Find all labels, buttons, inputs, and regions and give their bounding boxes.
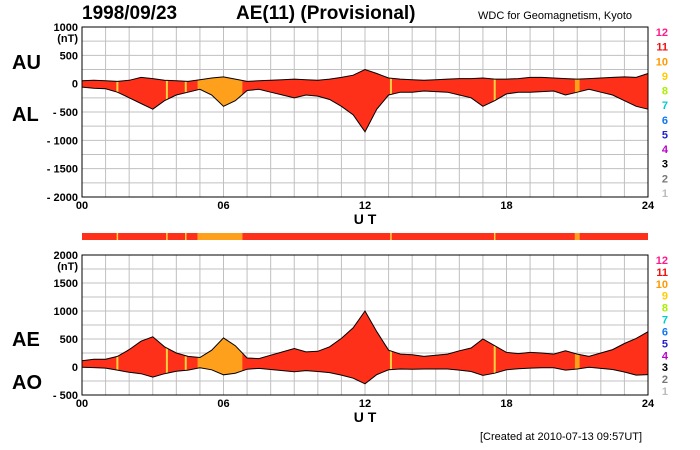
panel1-series-au-line bbox=[81, 68, 649, 82]
panel2-frame bbox=[81, 254, 649, 396]
panel1-unit-label: (nT) bbox=[57, 33, 78, 45]
panel1-y-tick-label: - 1000 bbox=[47, 135, 78, 147]
panel2-y-tick-label: 2000 bbox=[54, 250, 78, 262]
panel1-y-tick-label: - 2000 bbox=[47, 192, 78, 204]
panel2-y-tick-label: - 500 bbox=[53, 390, 78, 402]
quality-strip-segment bbox=[242, 233, 575, 240]
panel1-legend-level-3: 3 bbox=[662, 159, 668, 171]
panel2-x-tick-label: 24 bbox=[642, 398, 655, 410]
panel2-legend-level-12: 12 bbox=[656, 255, 668, 267]
panel1-y-tick-label: 0 bbox=[72, 79, 78, 91]
quality-strip-segment bbox=[197, 233, 243, 240]
panel1-y-tick-label: - 500 bbox=[53, 107, 78, 119]
created-timestamp: [Created at 2010-07-13 09:57UT] bbox=[480, 431, 643, 443]
panel2-legend-level-5: 5 bbox=[662, 338, 668, 350]
panel1-y-tick-label: - 1500 bbox=[47, 164, 78, 176]
panel1-y-tick-label: 500 bbox=[60, 50, 78, 62]
quality-strip-segment bbox=[574, 233, 580, 240]
panel1-legend-level-8: 8 bbox=[662, 86, 668, 98]
panel2-legend-level-4: 4 bbox=[662, 350, 669, 362]
panel2-series-label-ae: AE bbox=[12, 329, 40, 351]
panel2-x-axis-label: U T bbox=[354, 409, 377, 425]
source-label: WDC for Geomagnetism, Kyoto bbox=[478, 10, 633, 22]
panel1-legend-level-7: 7 bbox=[662, 100, 668, 112]
panel1-x-tick-label: 00 bbox=[76, 200, 88, 212]
panel2-x-tick-label: 12 bbox=[359, 398, 371, 410]
panel1-legend-level-11: 11 bbox=[656, 42, 668, 54]
panel1-x-tick-label: 18 bbox=[500, 200, 512, 212]
panel1-legend-level-6: 6 bbox=[662, 115, 668, 127]
panel1-series-label-au: AU bbox=[12, 52, 41, 74]
panel2-legend-level-9: 9 bbox=[662, 291, 668, 303]
panel1-y-tick-label: 1000 bbox=[54, 22, 78, 34]
panel1-legend-level-2: 2 bbox=[662, 173, 668, 185]
quality-strip-segment bbox=[82, 233, 198, 240]
panel2-legend-level-10: 10 bbox=[656, 279, 668, 291]
panel1-legend-level-12: 12 bbox=[656, 27, 668, 39]
panel2-x-tick-label: 00 bbox=[76, 398, 88, 410]
panel2-series-label-ao: AO bbox=[12, 372, 42, 394]
panel1-legend-level-10: 10 bbox=[656, 56, 668, 68]
panel1-x-axis-label: U T bbox=[354, 211, 377, 227]
panel2-y-tick-label: 1500 bbox=[54, 278, 78, 290]
panel2-y-tick-label: 1000 bbox=[54, 306, 78, 318]
panel2-series-ao-line bbox=[81, 366, 649, 385]
panel1-x-tick-label: 12 bbox=[359, 200, 371, 212]
panel2-unit-label: (nT) bbox=[57, 261, 78, 273]
panel1-x-tick-label: 24 bbox=[642, 200, 655, 212]
panel1-series-label-al: AL bbox=[12, 104, 39, 126]
panel2-series-ae-line bbox=[81, 310, 649, 362]
panel1-legend-level-9: 9 bbox=[662, 71, 668, 83]
panel2-legend-level-1: 1 bbox=[662, 386, 668, 398]
chart-title: AE(11) (Provisional) bbox=[236, 3, 416, 24]
quality-strip-segment bbox=[579, 233, 648, 240]
panel2-legend-level-7: 7 bbox=[662, 315, 668, 327]
panel2-x-tick-label: 18 bbox=[500, 398, 512, 410]
panel2-y-tick-label: 0 bbox=[72, 362, 78, 374]
panel1-frame bbox=[81, 26, 649, 198]
panel2-y-tick-label: 500 bbox=[60, 334, 78, 346]
panel2-legend-level-6: 6 bbox=[662, 326, 668, 338]
panel2-legend-level-11: 11 bbox=[656, 267, 668, 279]
panel1-legend-level-1: 1 bbox=[662, 188, 668, 200]
panel1-x-tick-label: 06 bbox=[217, 200, 229, 212]
panel1-series-al-line bbox=[81, 86, 649, 133]
panel1-legend-level-5: 5 bbox=[662, 129, 668, 141]
date-label: 1998/09/23 bbox=[82, 3, 178, 24]
panel2-legend-level-2: 2 bbox=[662, 374, 668, 386]
panel2-x-tick-label: 06 bbox=[217, 398, 229, 410]
panel2-legend-level-3: 3 bbox=[662, 362, 668, 374]
panel1-legend-level-4: 4 bbox=[662, 144, 669, 156]
panel2-legend-level-8: 8 bbox=[662, 303, 668, 315]
